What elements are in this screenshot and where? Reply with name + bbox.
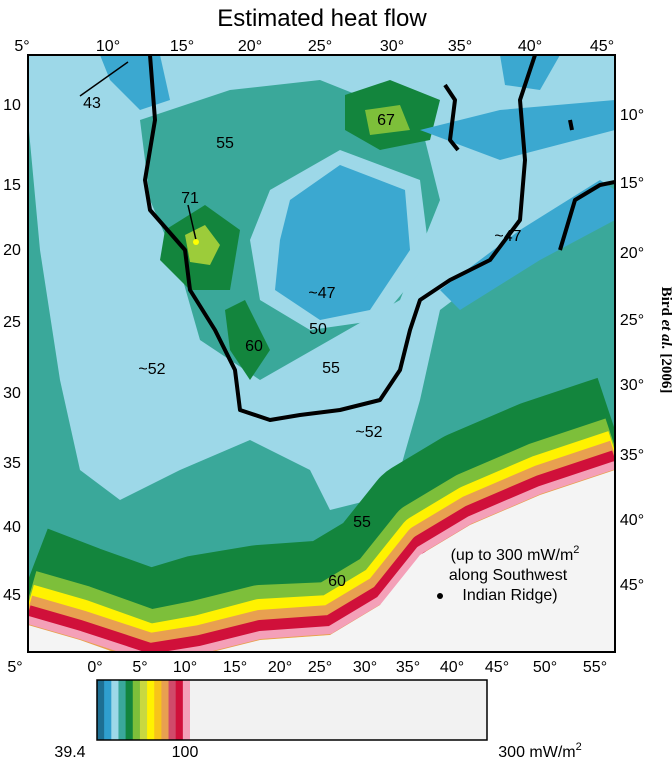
colorbar-swatch [161,680,170,740]
colorbar-swatch [125,680,134,740]
right-label: 35° [620,447,644,464]
left-label: 20 [3,242,21,259]
contour-label: ~52 [355,424,382,441]
map-frame [27,54,616,653]
top-label: 30° [380,38,404,55]
colorbar-sup: 2 [576,741,582,753]
bottom-label: 25° [308,659,332,676]
right-label: 25° [620,312,644,329]
colorbar-mid: 100 [172,744,199,761]
left-label: 35 [3,455,21,472]
credit: Bird et al. [2006] [658,287,672,394]
annotation: (up to 300 mW/m2 along Southwest Indian … [449,544,580,604]
contour-label: 55 [216,135,234,152]
contour-label: 50 [309,321,327,338]
contour-label: 60 [245,338,263,355]
contour-label: ~47 [494,228,521,245]
bottom-label: 0° [87,659,102,676]
top-label: 15° [170,38,194,55]
bottom-label: 15° [223,659,247,676]
contour-label: 55 [322,360,340,377]
heat-flow-map [28,55,615,652]
contour-label: 67 [377,112,395,129]
top-label: 40° [518,38,542,55]
colorbar-unit: 300 mW/m [498,744,575,761]
top-label: 20° [238,38,262,55]
colorbar-swatch [175,680,184,740]
contour-label: 55 [353,514,371,531]
top-label: 25° [308,38,332,55]
bottom-label: 40° [440,659,464,676]
bottom-label: 45° [485,659,509,676]
top-label: 45° [590,38,614,55]
title: Estimated heat flow [217,5,427,32]
left-label: 30 [3,385,21,402]
contour-label: 43 [83,95,101,112]
top-label: 10° [96,38,120,55]
bottom-label: 20° [268,659,292,676]
right-label: 10° [620,107,644,124]
bottom-label: 35° [396,659,420,676]
contour-label: ~47 [308,285,335,302]
colorbar-swatch [111,680,119,740]
colorbar-swatch [97,680,105,740]
contour-label: 60 [328,573,346,590]
left-label: 45 [3,587,21,604]
annotation-line: along Southwest [449,567,568,584]
right-label: 30° [620,377,644,394]
right-label: 40° [620,512,644,529]
colorbar-swatch [118,680,127,740]
credit-year: [2006] [658,350,672,394]
colorbar-swatch [139,680,148,740]
colorbar-swatch [182,680,191,740]
annotation-sup: 2 [573,544,579,556]
bottom-label: 30° [353,659,377,676]
bottom-label: 10° [173,659,197,676]
colorbar-high [190,680,487,740]
left-label: 15 [3,177,21,194]
svg-text:(up to 300 mW/m2: (up to 300 mW/m2 [451,544,580,564]
colorbar-swatch [147,680,155,740]
bottom-label: 5° [132,659,147,676]
left-label: 40 [3,519,21,536]
bottom-label: 55° [583,659,607,676]
credit-author: Bird [658,287,672,320]
annotation-line: Indian Ridge) [462,587,557,604]
annotation-line: (up to 300 mW/m [451,547,574,564]
colorbar-swatch [154,680,162,740]
bottom-label: 50° [533,659,557,676]
contour-label: 71 [181,190,199,207]
bottom-label: 5° [7,659,22,676]
left-label: 25 [3,314,21,331]
colorbar [96,679,488,741]
left-label: 10 [3,97,21,114]
right-label: 15° [620,175,644,192]
colorbar-frame [96,679,488,741]
colorbar-swatch [104,680,112,740]
colorbar-swatch [168,680,177,740]
colorbar-min: 39.4 [54,744,85,761]
right-label: 45° [620,577,644,594]
top-label: 5° [14,38,29,55]
top-label: 35° [448,38,472,55]
colorbar-swatch [132,680,141,740]
right-label: 20° [620,245,644,262]
contour-label: ~52 [138,361,165,378]
colorbar-max: 300 mW/m2 [498,741,581,761]
credit-etal: et al. [658,320,672,350]
